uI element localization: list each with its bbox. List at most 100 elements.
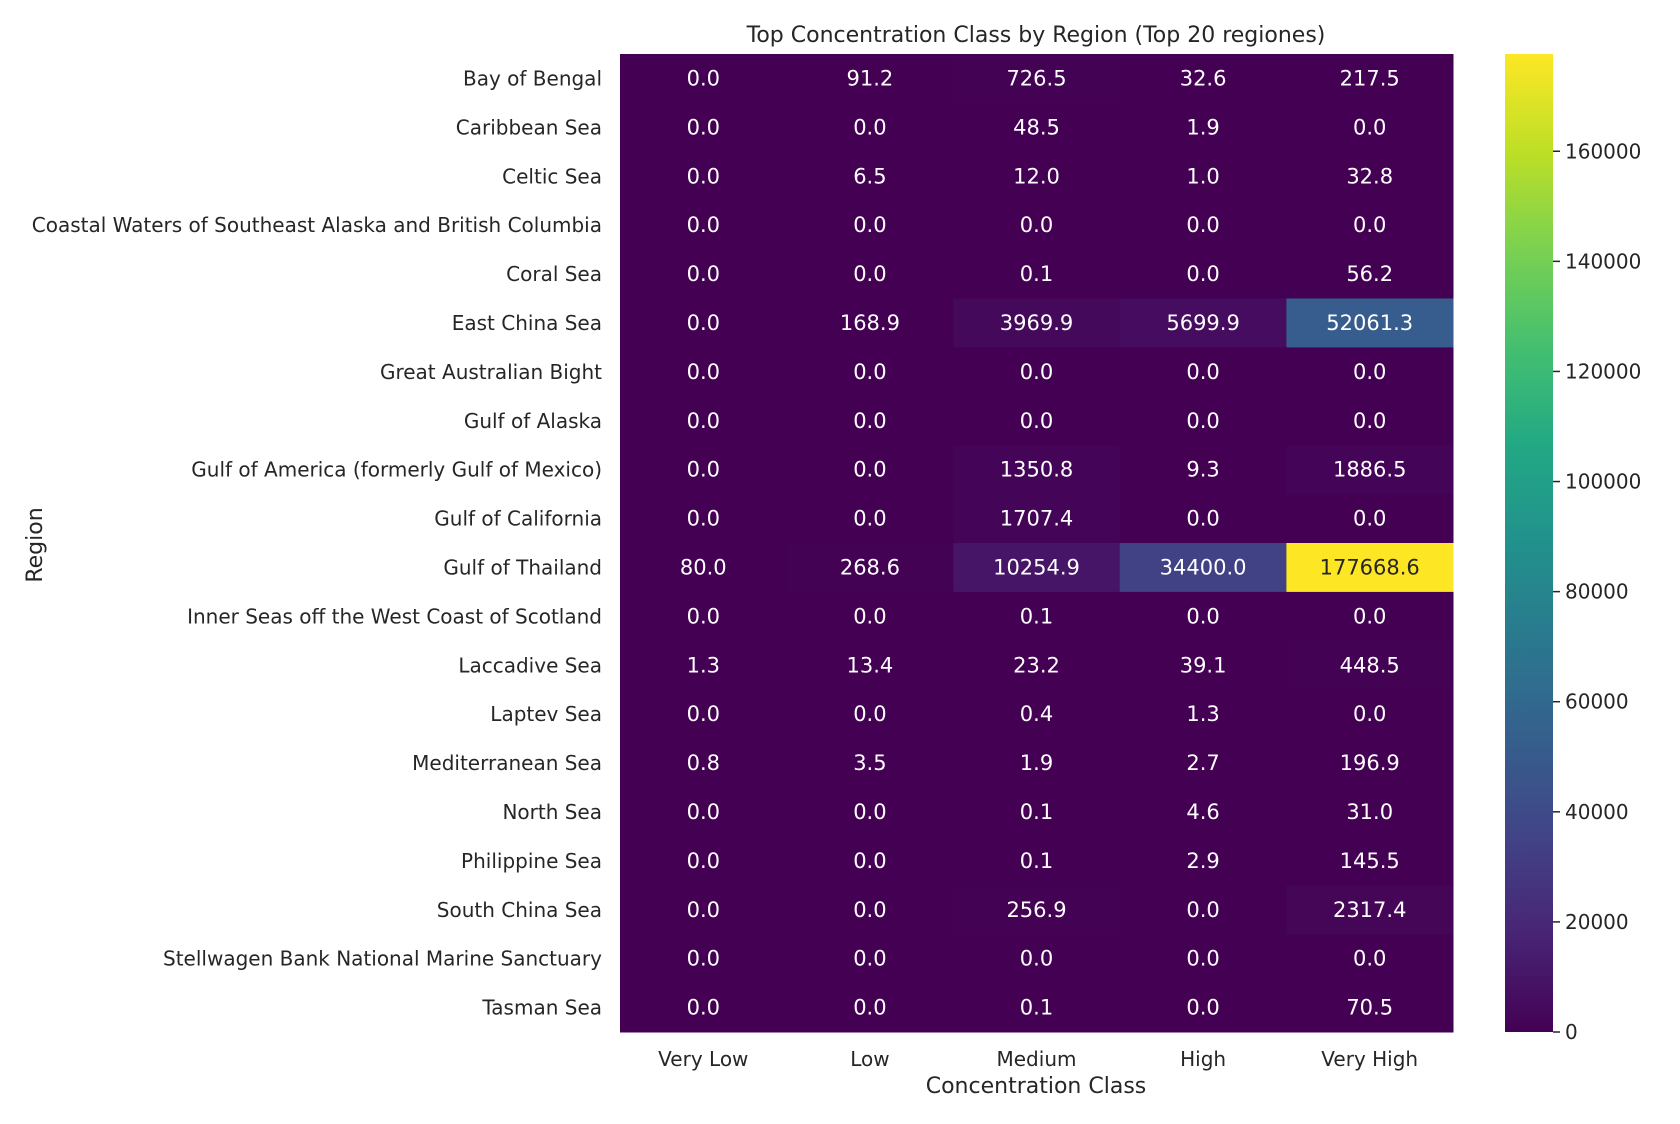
cell-east-china-sea-medium: [953, 298, 1121, 348]
cell-label-coastal-waters-of-southeast-alaska-and-british-columbia-medium: 0.0: [1020, 213, 1053, 237]
cell-label-celtic-sea-high: 1.0: [1186, 164, 1219, 188]
x-tick-very-high: Very High: [1321, 1047, 1418, 1071]
cell-laccadive-sea-very-high: [1286, 640, 1454, 691]
colorbar-tick-label-20000: 20000: [1565, 910, 1629, 934]
cell-gulf-of-thailand-very-low: [620, 543, 788, 593]
cell-label-laccadive-sea-medium: 23.2: [1013, 653, 1060, 677]
cell-inner-seas-off-the-west-coast-of-scotland-low: [786, 591, 954, 642]
y-tick-stellwagen-bank-national-marine-sanctuary: Stellwagen Bank National Marine Sanctuar…: [163, 947, 602, 971]
cell-label-bay-of-bengal-high: 32.6: [1180, 66, 1227, 90]
cell-gulf-of-america-formerly-gulf-of-mexico-medium: [953, 445, 1121, 495]
cell-label-great-australian-bight-high: 0.0: [1186, 360, 1219, 384]
cell-inner-seas-off-the-west-coast-of-scotland-medium: [953, 591, 1121, 642]
cell-south-china-sea-high: [1119, 885, 1287, 935]
x-tick-low: Low: [850, 1047, 889, 1071]
cell-laccadive-sea-low: [786, 640, 954, 691]
cell-laccadive-sea-medium: [953, 640, 1121, 691]
chart-title: Top Concentration Class by Region (Top 2…: [746, 23, 1326, 48]
cell-coral-sea-medium: [953, 249, 1121, 299]
cell-caribbean-sea-very-low: [620, 102, 788, 153]
cell-label-gulf-of-thailand-low: 268.6: [840, 555, 900, 579]
cell-stellwagen-bank-national-marine-sanctuary-high: [1119, 934, 1287, 984]
cell-label-inner-seas-off-the-west-coast-of-scotland-very-high: 0.0: [1353, 604, 1386, 628]
cell-label-bay-of-bengal-very-high: 217.5: [1340, 66, 1400, 90]
y-tick-great-australian-bight: Great Australian Bight: [380, 360, 602, 384]
cell-gulf-of-california-very-low: [620, 494, 788, 544]
cell-label-celtic-sea-medium: 12.0: [1013, 164, 1060, 188]
cell-gulf-of-california-low: [786, 494, 954, 544]
cell-bay-of-bengal-low: [786, 54, 954, 104]
colorbar-gradient: [1505, 54, 1553, 1032]
cell-coastal-waters-of-southeast-alaska-and-british-columbia-medium: [953, 200, 1121, 251]
cell-celtic-sea-medium: [953, 151, 1121, 202]
cell-label-inner-seas-off-the-west-coast-of-scotland-medium: 0.1: [1020, 604, 1053, 628]
cell-label-north-sea-medium: 0.1: [1020, 800, 1053, 824]
y-tick-mediterranean-sea: Mediterranean Sea: [412, 751, 602, 775]
y-tick-laptev-sea: Laptev Sea: [490, 702, 602, 726]
cell-stellwagen-bank-national-marine-sanctuary-low: [786, 934, 954, 984]
cell-tasman-sea-low: [786, 983, 954, 1033]
cell-tasman-sea-high: [1119, 983, 1287, 1033]
cell-label-laptev-sea-very-high: 0.0: [1353, 702, 1386, 726]
cell-label-great-australian-bight-low: 0.0: [853, 360, 886, 384]
colorbar-tick-label-60000: 60000: [1565, 690, 1629, 714]
colorbar-tick-label-160000: 160000: [1565, 139, 1641, 163]
cell-inner-seas-off-the-west-coast-of-scotland-very-high: [1286, 591, 1454, 642]
cell-label-tasman-sea-low: 0.0: [853, 996, 886, 1020]
cell-gulf-of-thailand-very-high: [1286, 543, 1454, 593]
cell-great-australian-bight-high: [1119, 347, 1287, 397]
cell-laptev-sea-very-high: [1286, 689, 1454, 740]
cell-label-gulf-of-alaska-very-high: 0.0: [1353, 409, 1386, 433]
cell-label-gulf-of-america-formerly-gulf-of-mexico-low: 0.0: [853, 458, 886, 482]
cell-label-caribbean-sea-very-high: 0.0: [1353, 115, 1386, 139]
x-axis-label: Concentration Class: [926, 1074, 1147, 1099]
cell-label-philippine-sea-low: 0.0: [853, 849, 886, 873]
cell-label-stellwagen-bank-national-marine-sanctuary-low: 0.0: [853, 947, 886, 971]
cell-label-bay-of-bengal-low: 91.2: [847, 66, 894, 90]
x-tick-labels: Very Low Low Medium High Very High: [658, 1047, 1418, 1071]
cell-label-mediterranean-sea-high: 2.7: [1186, 751, 1219, 775]
cell-label-coastal-waters-of-southeast-alaska-and-british-columbia-very-high: 0.0: [1353, 213, 1386, 237]
cell-great-australian-bight-very-high: [1286, 347, 1454, 397]
cell-label-great-australian-bight-very-low: 0.0: [687, 360, 720, 384]
y-tick-coral-sea: Coral Sea: [506, 262, 602, 286]
cell-celtic-sea-low: [786, 151, 954, 202]
cell-label-north-sea-high: 4.6: [1186, 800, 1219, 824]
cell-label-laptev-sea-high: 1.3: [1186, 702, 1219, 726]
cell-gulf-of-america-formerly-gulf-of-mexico-very-high: [1286, 445, 1454, 495]
cell-tasman-sea-medium: [953, 983, 1121, 1033]
cell-east-china-sea-high: [1119, 298, 1287, 348]
cell-label-coastal-waters-of-southeast-alaska-and-british-columbia-low: 0.0: [853, 213, 886, 237]
cell-label-south-china-sea-low: 0.0: [853, 898, 886, 922]
cell-north-sea-very-high: [1286, 787, 1454, 837]
cell-label-caribbean-sea-very-low: 0.0: [687, 115, 720, 139]
cell-label-south-china-sea-high: 0.0: [1186, 898, 1219, 922]
cell-label-south-china-sea-medium: 256.9: [1006, 898, 1066, 922]
cell-east-china-sea-very-low: [620, 298, 788, 348]
heatmap-cells: [620, 54, 1454, 1033]
y-tick-gulf-of-alaska: Gulf of Alaska: [464, 409, 602, 433]
cell-label-coral-sea-high: 0.0: [1186, 262, 1219, 286]
cell-label-gulf-of-thailand-medium: 10254.9: [993, 555, 1080, 579]
cell-mediterranean-sea-low: [786, 738, 954, 788]
colorbar-tick-label-40000: 40000: [1565, 800, 1629, 824]
cell-label-gulf-of-alaska-high: 0.0: [1186, 409, 1219, 433]
cell-label-philippine-sea-high: 2.9: [1186, 849, 1219, 873]
y-tick-south-china-sea: South China Sea: [437, 898, 602, 922]
cell-great-australian-bight-medium: [953, 347, 1121, 397]
cell-south-china-sea-medium: [953, 885, 1121, 935]
cell-gulf-of-america-formerly-gulf-of-mexico-high: [1119, 445, 1287, 495]
cell-caribbean-sea-high: [1119, 102, 1287, 153]
cell-label-east-china-sea-very-low: 0.0: [687, 311, 720, 335]
y-axis-label: Region: [23, 507, 48, 582]
cell-bay-of-bengal-high: [1119, 54, 1287, 104]
cell-gulf-of-america-formerly-gulf-of-mexico-low: [786, 445, 954, 495]
cell-label-gulf-of-thailand-high: 34400.0: [1160, 555, 1247, 579]
cell-label-east-china-sea-high: 5699.9: [1166, 311, 1239, 335]
y-tick-north-sea: North Sea: [502, 800, 602, 824]
cell-label-philippine-sea-medium: 0.1: [1020, 849, 1053, 873]
cell-label-tasman-sea-very-low: 0.0: [687, 996, 720, 1020]
cell-label-coral-sea-low: 0.0: [853, 262, 886, 286]
